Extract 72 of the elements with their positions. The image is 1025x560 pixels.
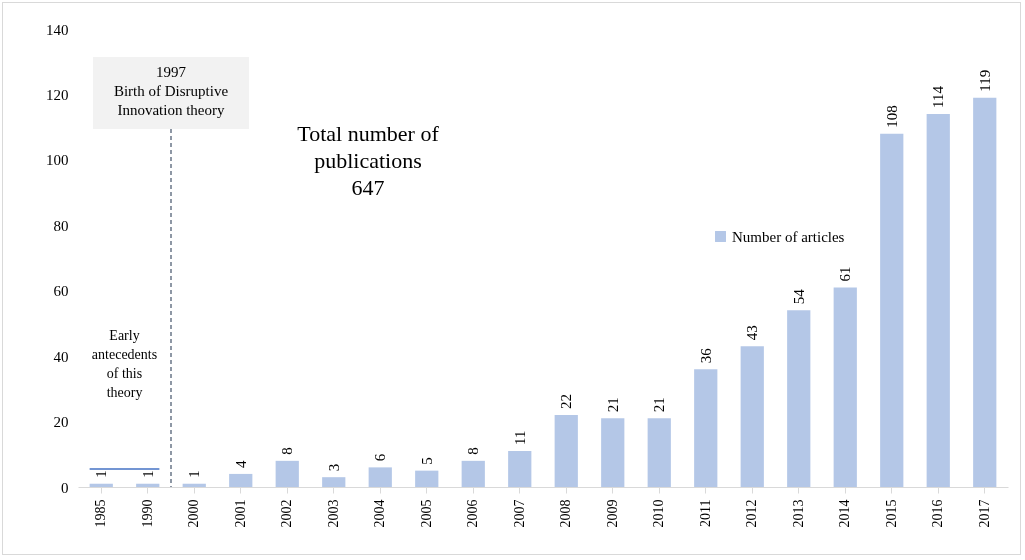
bar xyxy=(973,97,997,487)
bar xyxy=(787,310,811,487)
data-label: 43 xyxy=(744,325,761,341)
x-tick-label: 2017 xyxy=(976,499,992,528)
x-tick-label: 2006 xyxy=(465,499,481,528)
bar xyxy=(880,133,904,487)
bar xyxy=(322,477,346,487)
bar xyxy=(182,483,206,487)
x-tick-label: 2002 xyxy=(279,499,295,528)
data-label: 22 xyxy=(558,394,575,410)
bar xyxy=(415,470,439,487)
y-tick-label: 60 xyxy=(53,283,69,300)
bar xyxy=(275,460,299,487)
bar xyxy=(229,473,253,487)
data-label: 21 xyxy=(604,397,621,413)
data-label: 36 xyxy=(697,347,714,364)
x-tick-label: 2000 xyxy=(186,499,202,528)
x-tick-label: 2003 xyxy=(325,499,341,528)
bar xyxy=(740,346,764,487)
x-tick-label: 2014 xyxy=(837,499,853,528)
bar xyxy=(508,451,532,487)
bar xyxy=(554,415,578,487)
x-tick-label: 2008 xyxy=(558,499,574,528)
bar xyxy=(926,114,950,487)
x-tick-label: 2001 xyxy=(232,499,248,528)
y-tick-label: 40 xyxy=(53,348,69,365)
data-label: 119 xyxy=(976,69,993,92)
legend-label: Number of articles xyxy=(732,228,845,245)
bar xyxy=(833,287,857,487)
data-label: 8 xyxy=(279,447,296,455)
x-tick-label: 2015 xyxy=(883,499,899,528)
x-tick-label: 2010 xyxy=(651,499,667,528)
y-tick-label: 0 xyxy=(61,479,69,496)
data-label: 8 xyxy=(465,447,482,455)
y-tick-label: 20 xyxy=(53,414,69,431)
x-tick-label: 2012 xyxy=(744,499,760,528)
data-label: 3 xyxy=(325,463,342,472)
data-label: 1 xyxy=(93,470,110,478)
data-label: 4 xyxy=(232,459,249,468)
annotation: Total number of publications 647 xyxy=(297,121,440,200)
y-tick-label: 140 xyxy=(46,21,69,38)
annotation: 1997 Birth of Disruptive Innovation theory xyxy=(113,64,229,118)
y-tick-label: 100 xyxy=(46,152,69,169)
bar xyxy=(601,418,625,487)
bar xyxy=(89,483,113,487)
x-tick-label: 2009 xyxy=(604,499,620,528)
data-label: 61 xyxy=(837,266,854,282)
data-label: 114 xyxy=(930,85,947,109)
data-label: 1 xyxy=(139,470,156,478)
x-tick-label: 2011 xyxy=(697,499,713,527)
x-tick-label: 2013 xyxy=(790,499,806,528)
x-tick-label: 2016 xyxy=(930,499,946,528)
data-label: 108 xyxy=(883,105,900,128)
bar xyxy=(136,483,160,487)
x-tick-label: 2004 xyxy=(372,499,388,528)
x-tick-label: 2005 xyxy=(418,499,434,528)
bar xyxy=(647,418,671,487)
y-tick-label: 80 xyxy=(53,217,69,234)
data-label: 54 xyxy=(790,288,807,305)
bar xyxy=(368,467,392,487)
data-label: 6 xyxy=(372,453,389,462)
x-tick-label: 1990 xyxy=(139,499,155,528)
annotation: Early antecedents of this theory xyxy=(91,328,158,400)
bar xyxy=(461,460,485,487)
bar xyxy=(694,369,718,487)
data-label: 11 xyxy=(511,430,528,446)
x-tick-label: 1985 xyxy=(93,499,109,528)
x-tick-label: 2007 xyxy=(511,499,527,528)
data-label: 21 xyxy=(651,397,668,413)
data-label: 5 xyxy=(418,457,435,465)
y-tick-label: 120 xyxy=(46,86,69,103)
data-label: 1 xyxy=(186,470,203,478)
